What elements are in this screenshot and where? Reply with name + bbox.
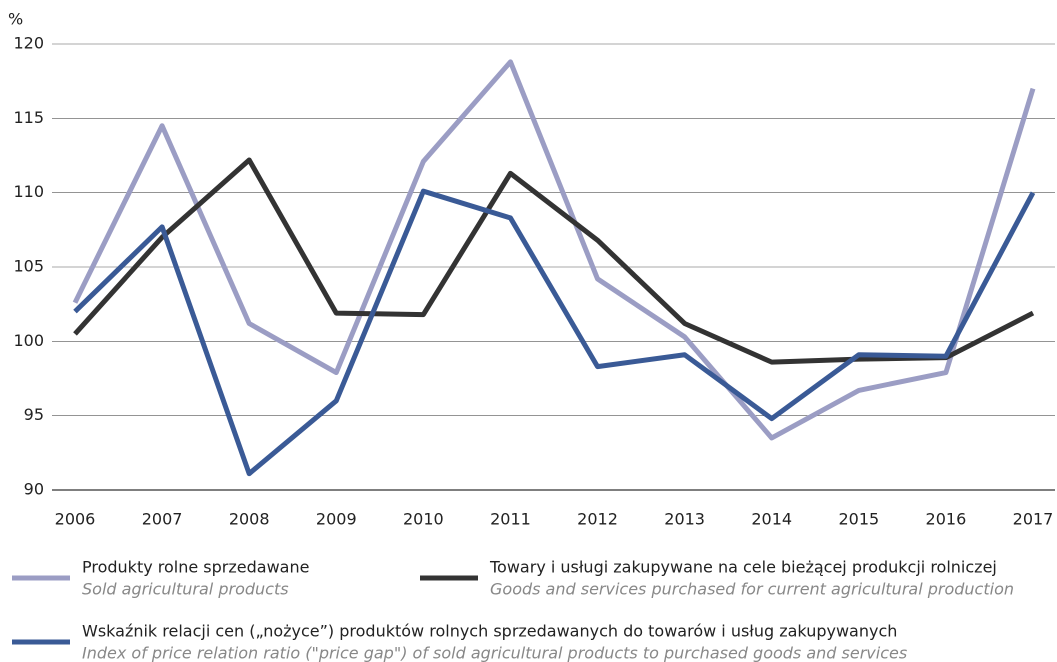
- x-tick-label: 2013: [664, 510, 705, 529]
- legend-sublabel: Sold agricultural products: [82, 580, 289, 599]
- legend-sublabel: Index of price relation ratio ("price ga…: [82, 644, 907, 662]
- x-tick-label: 2015: [838, 510, 879, 529]
- x-tick-label: 2017: [1013, 510, 1054, 529]
- x-tick-label: 2011: [490, 510, 531, 529]
- legend-label: Produkty rolne sprzedawane: [82, 558, 309, 577]
- y-tick-label: 95: [24, 405, 44, 424]
- series-line: [72, 59, 1036, 441]
- x-tick-label: 2006: [55, 510, 96, 529]
- y-axis-label: %: [8, 10, 23, 29]
- series-line: [73, 188, 1036, 477]
- legend-sublabel: Goods and services purchased for current…: [490, 580, 1014, 599]
- legend-label: Towary i usługi zakupywane na cele bieżą…: [489, 558, 997, 577]
- y-tick-label: 110: [13, 182, 44, 201]
- legend-label: Wskaźnik relacji cen („nożyce”) produktó…: [82, 622, 897, 641]
- x-tick-label: 2016: [926, 510, 967, 529]
- series-line: [73, 157, 1035, 365]
- x-tick-label: 2012: [577, 510, 618, 529]
- y-tick-label: 105: [13, 257, 44, 276]
- y-tick-label: 120: [13, 34, 44, 53]
- x-tick-label: 2010: [403, 510, 444, 529]
- x-tick-label: 2007: [142, 510, 183, 529]
- y-tick-label: 90: [24, 480, 44, 499]
- x-tick-label: 2008: [229, 510, 270, 529]
- y-tick-label: 100: [13, 331, 44, 350]
- x-tick-label: 2009: [316, 510, 357, 529]
- x-tick-label: 2014: [751, 510, 792, 529]
- y-tick-label: 115: [13, 108, 44, 127]
